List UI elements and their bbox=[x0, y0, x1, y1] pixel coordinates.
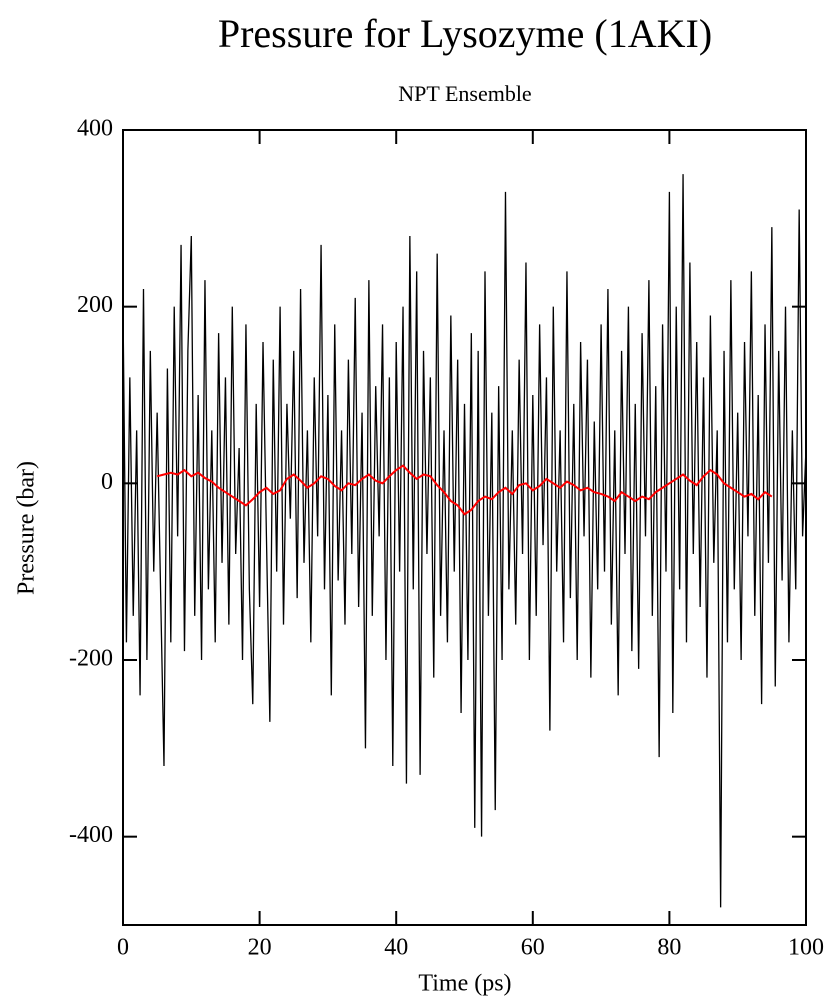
plot-frame bbox=[122, 129, 807, 926]
y-tick-label: -400 bbox=[69, 822, 113, 848]
y-tick-label: 0 bbox=[101, 469, 113, 495]
y-tick-label: 200 bbox=[77, 292, 113, 318]
x-tick-label: 20 bbox=[248, 935, 272, 961]
x-tick-label: 80 bbox=[657, 935, 681, 961]
plot-lines bbox=[123, 174, 806, 908]
y-tick-label: -200 bbox=[69, 646, 113, 672]
data-line bbox=[123, 174, 806, 908]
x-axis-label: Time (ps) bbox=[418, 971, 511, 997]
y-tick-label: 400 bbox=[77, 116, 113, 142]
x-tick-label: 60 bbox=[521, 935, 545, 961]
x-tick-label: 100 bbox=[788, 935, 824, 961]
x-tick-label: 40 bbox=[384, 935, 408, 961]
y-axis-label: Pressure (bar) bbox=[14, 461, 40, 595]
data-line bbox=[156, 464, 773, 516]
x-tick-label: 0 bbox=[117, 935, 129, 961]
chart-title: Pressure for Lysozyme (1AKI) bbox=[218, 11, 712, 56]
chart-subtitle: NPT Ensemble bbox=[398, 81, 531, 106]
